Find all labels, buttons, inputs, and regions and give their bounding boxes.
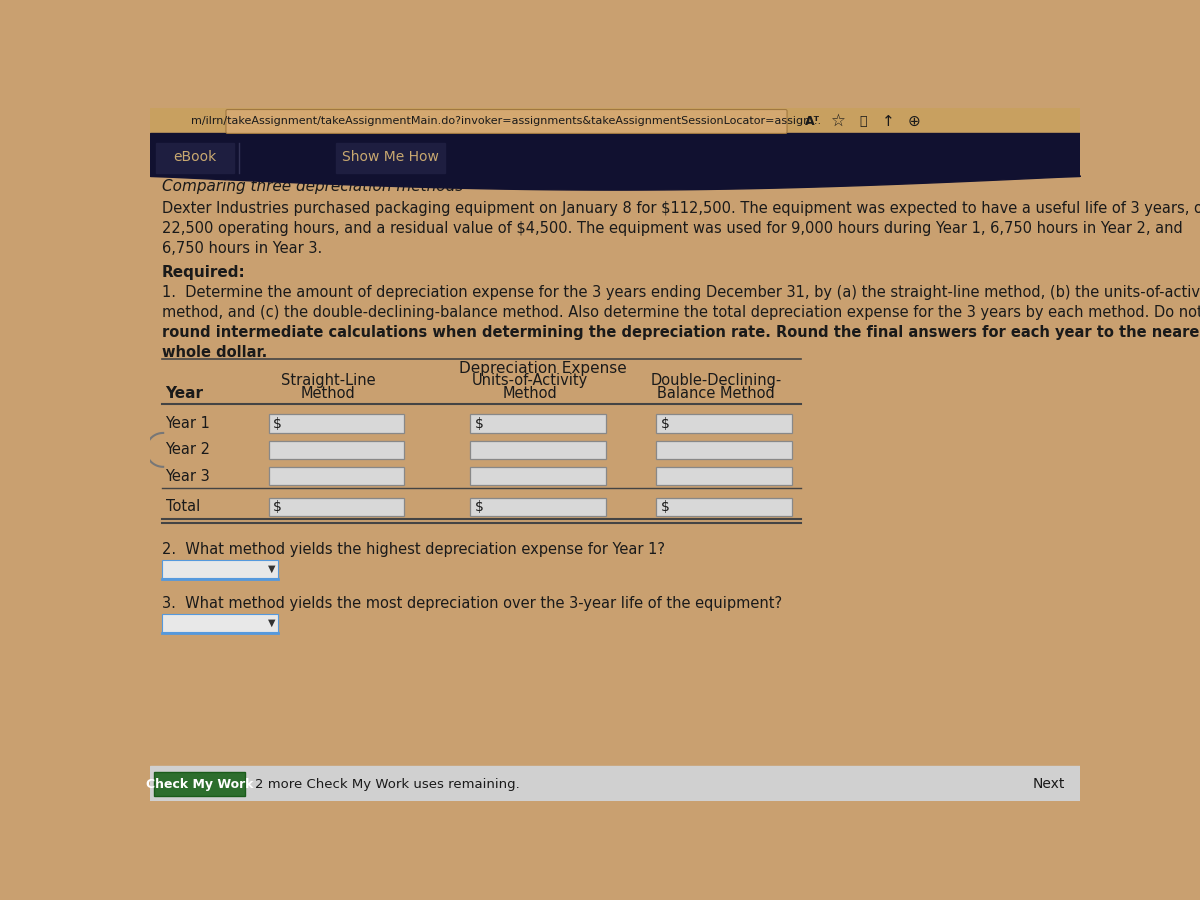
Text: Double-Declining-: Double-Declining- <box>650 374 781 388</box>
Text: $: $ <box>274 500 282 514</box>
Text: ☆: ☆ <box>830 112 846 130</box>
Bar <box>470 498 606 516</box>
Bar <box>150 108 1080 133</box>
Bar <box>470 441 606 459</box>
Bar <box>150 767 1080 801</box>
Text: Year 1: Year 1 <box>166 416 210 431</box>
Text: whole dollar.: whole dollar. <box>162 346 266 360</box>
Text: Method: Method <box>301 386 355 401</box>
Bar <box>162 560 278 579</box>
Text: Check My Work: Check My Work <box>146 778 253 790</box>
Bar <box>269 415 404 433</box>
Text: eBook: eBook <box>173 150 216 165</box>
Bar <box>269 441 404 459</box>
Bar <box>470 467 606 485</box>
Text: 6,750 hours in Year 3.: 6,750 hours in Year 3. <box>162 240 322 256</box>
Text: Show Me How: Show Me How <box>342 150 439 165</box>
Text: Balance Method: Balance Method <box>656 386 775 401</box>
Text: $: $ <box>661 417 670 431</box>
Bar <box>656 467 792 485</box>
Text: ↑: ↑ <box>882 113 895 129</box>
Text: Required:: Required: <box>162 266 245 280</box>
Text: Year: Year <box>166 386 204 401</box>
Text: ⬜: ⬜ <box>859 114 866 128</box>
Text: Total: Total <box>166 500 199 515</box>
Text: Straight-Line: Straight-Line <box>281 374 376 388</box>
Text: 2 more Check My Work uses remaining.: 2 more Check My Work uses remaining. <box>254 778 520 790</box>
Text: Dexter Industries purchased packaging equipment on January 8 for $112,500. The e: Dexter Industries purchased packaging eq… <box>162 201 1200 216</box>
Text: 2.  What method yields the highest depreciation expense for Year 1?: 2. What method yields the highest deprec… <box>162 542 665 557</box>
Text: ▼: ▼ <box>268 564 276 574</box>
Bar <box>656 498 792 516</box>
Text: 22,500 operating hours, and a residual value of $4,500. The equipment was used f: 22,500 operating hours, and a residual v… <box>162 220 1182 236</box>
Text: Method: Method <box>503 386 557 401</box>
Text: Comparing three depreciation methods: Comparing three depreciation methods <box>162 179 463 194</box>
Text: Year 2: Year 2 <box>166 443 210 457</box>
Text: 1.  Determine the amount of depreciation expense for the 3 years ending December: 1. Determine the amount of depreciation … <box>162 285 1200 301</box>
Text: 3.  What method yields the most depreciation over the 3-year life of the equipme: 3. What method yields the most depreciat… <box>162 596 781 610</box>
Bar <box>162 614 278 633</box>
Text: ⊕: ⊕ <box>907 113 920 129</box>
Text: Aᵀ: Aᵀ <box>805 114 820 128</box>
Text: Next: Next <box>1032 777 1064 791</box>
Text: method, and (c) the double-declining-balance method. Also determine the total de: method, and (c) the double-declining-bal… <box>162 305 1200 320</box>
Text: $: $ <box>274 417 282 431</box>
FancyBboxPatch shape <box>154 771 245 796</box>
Bar <box>150 133 1080 176</box>
Bar <box>656 415 792 433</box>
FancyBboxPatch shape <box>226 110 787 133</box>
Bar <box>336 142 444 174</box>
Text: Units-of-Activity: Units-of-Activity <box>472 374 588 388</box>
Bar <box>269 467 404 485</box>
Text: $: $ <box>661 500 670 514</box>
Bar <box>470 415 606 433</box>
Text: m/ilrn/takeAssignment/takeAssignmentMain.do?invoker=assignments&takeAssignmentSe: m/ilrn/takeAssignment/takeAssignmentMain… <box>192 116 822 126</box>
Text: round intermediate calculations when determining the depreciation rate. Round th: round intermediate calculations when det… <box>162 325 1200 340</box>
Bar <box>156 142 234 174</box>
Text: $: $ <box>475 417 484 431</box>
Bar <box>656 441 792 459</box>
Text: $: $ <box>475 500 484 514</box>
Text: Year 3: Year 3 <box>166 469 210 483</box>
Text: Depreciation Expense: Depreciation Expense <box>460 361 628 376</box>
Bar <box>269 498 404 516</box>
Text: ▼: ▼ <box>268 618 276 628</box>
